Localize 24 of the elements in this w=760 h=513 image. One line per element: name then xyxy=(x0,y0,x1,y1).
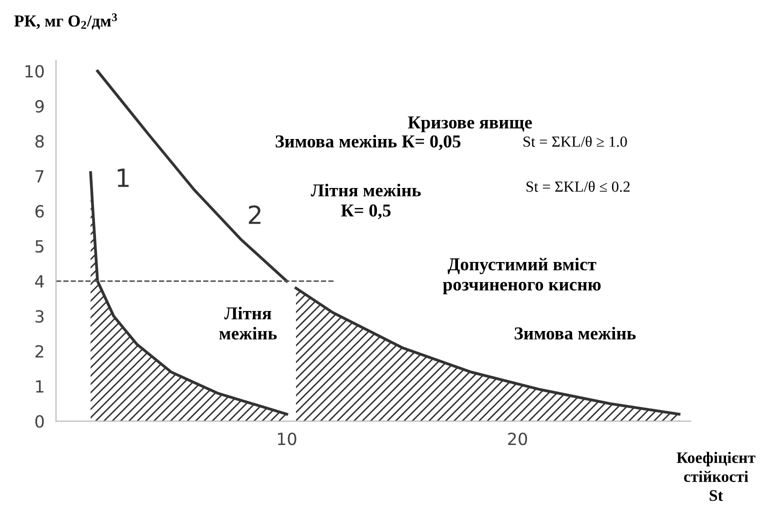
y-tick-label: 9 xyxy=(35,100,44,113)
y-tick-label: 1 xyxy=(36,380,44,392)
x-axis-title: Коефіцієнт стійкості St xyxy=(676,452,756,501)
annotation: St = ΣKL/θ ≥ 1.0 xyxy=(524,136,627,147)
y-tick-label: 2 xyxy=(36,345,44,358)
y-tick-label: 5 xyxy=(36,240,44,253)
y-tick-label: 0 xyxy=(35,415,44,428)
annotation: Зимова межінь К= 0,05 xyxy=(276,134,460,150)
annotation: Літня межінь xyxy=(219,306,277,340)
x-tick-label: 20 xyxy=(508,432,528,446)
annotation: 2 xyxy=(248,205,260,224)
annotation: Допустимий вміст розчиненого кисню xyxy=(442,258,601,294)
y-tick-label: 10 xyxy=(26,65,44,78)
y-axis-title: РК, мг O$_{2}$/дм$^{3}$ xyxy=(14,13,117,30)
annotation: Літня межінь К= 0,5 xyxy=(310,184,421,220)
y-tick-label: 3 xyxy=(36,310,44,323)
annotation: Кризове явище xyxy=(408,116,532,132)
y-tick-label: 6 xyxy=(35,205,44,218)
annotation: Зимова межінь xyxy=(514,326,636,340)
y-tick-label: 7 xyxy=(36,170,44,182)
y-tick-label: 8 xyxy=(35,135,44,148)
annotation: St = ΣKL/θ ≤ 0.2 xyxy=(526,180,630,192)
annotation: 1 xyxy=(118,168,129,187)
y-tick-label: 4 xyxy=(35,275,44,288)
